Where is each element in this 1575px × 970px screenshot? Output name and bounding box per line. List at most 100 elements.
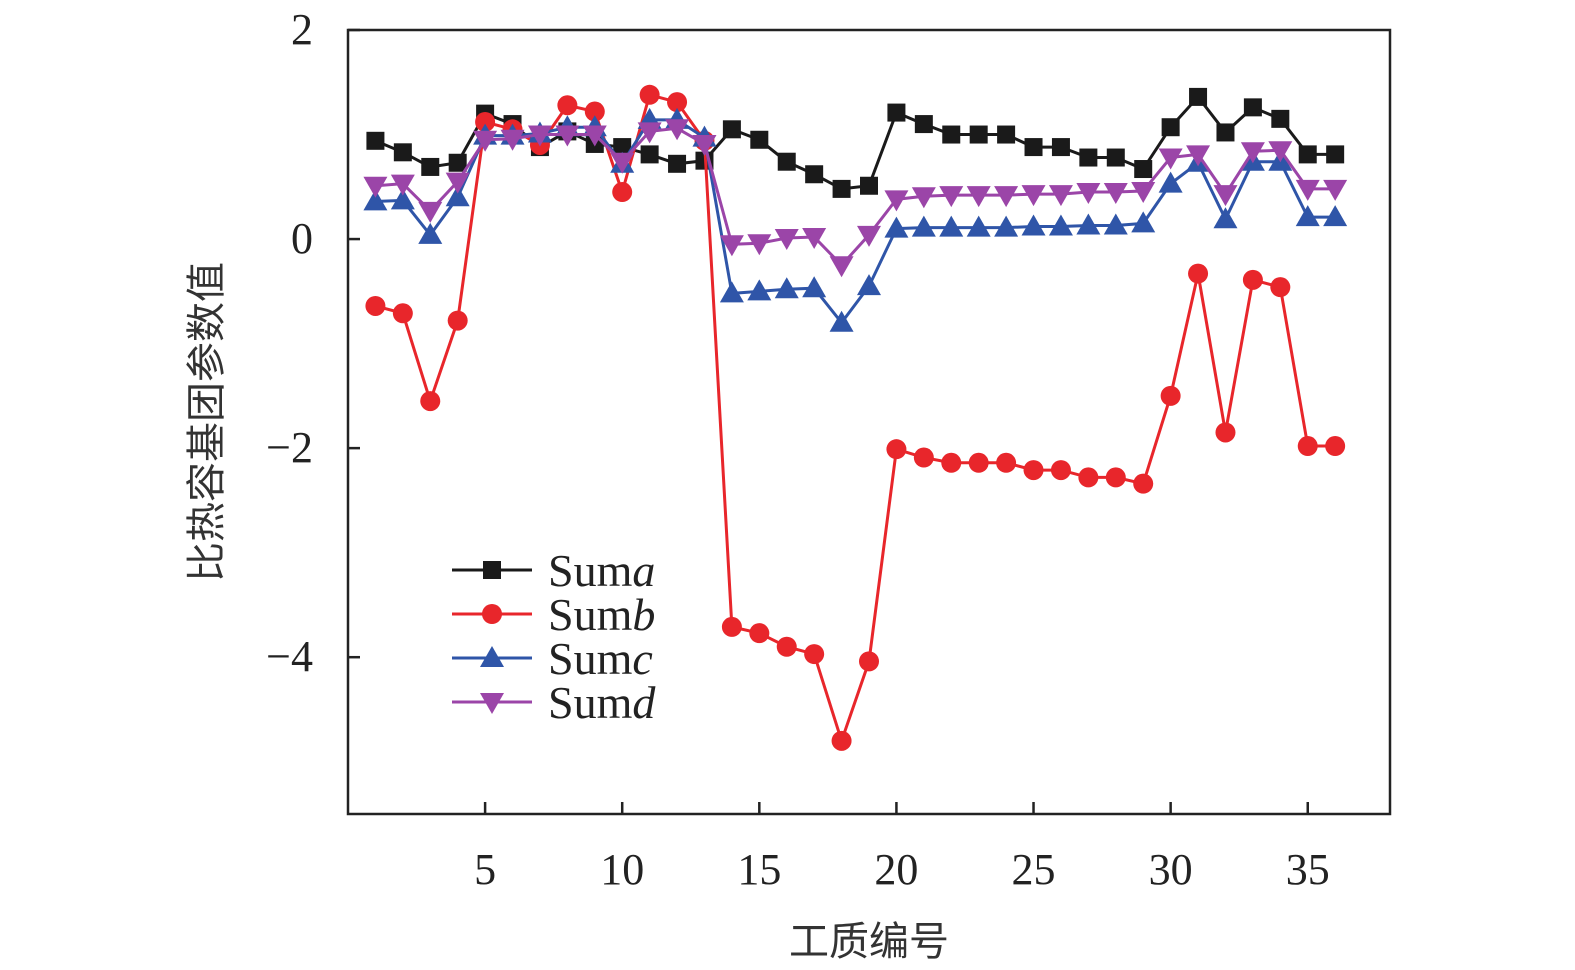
- data-point-sum-c: [445, 185, 470, 207]
- data-point-sum-d: [1268, 141, 1293, 163]
- legend-label-letter: b: [632, 589, 655, 640]
- data-point-sum-d: [857, 225, 881, 247]
- data-point-sum-a: [1024, 138, 1043, 157]
- series-layer: [363, 84, 1348, 751]
- y-tick-label: 0: [291, 214, 313, 263]
- y-tick-label: −4: [266, 632, 313, 681]
- legend-label: Sumc: [548, 633, 653, 684]
- data-point-sum-a: [1051, 138, 1070, 157]
- data-point-sum-c: [774, 277, 799, 299]
- data-point-sum-b: [721, 616, 742, 637]
- data-point-sum-d: [473, 130, 498, 152]
- legend-marker: [480, 646, 504, 667]
- legend-label: Sumb: [548, 589, 655, 640]
- data-point-sum-b: [1188, 263, 1209, 284]
- legend-marker: [482, 604, 502, 624]
- data-point-sum-a: [777, 152, 796, 171]
- data-point-sum-b: [1242, 269, 1263, 290]
- data-point-sum-b: [475, 111, 496, 132]
- data-point-sum-c: [1131, 211, 1156, 233]
- data-point-sum-d: [911, 187, 936, 209]
- data-point-sum-d: [719, 235, 744, 257]
- data-point-sum-b: [1215, 422, 1236, 443]
- x-tick-label: 20: [874, 845, 918, 894]
- data-point-sum-d: [884, 190, 909, 212]
- data-point-sum-c: [418, 222, 443, 244]
- data-point-sum-b: [557, 95, 578, 116]
- data-point-sum-a: [1243, 98, 1262, 117]
- data-point-sum-a: [1189, 87, 1208, 106]
- data-point-sum-b: [420, 391, 441, 412]
- data-point-sum-d: [1295, 179, 1320, 201]
- legend-label-base: Sum: [548, 545, 633, 596]
- data-point-sum-a: [750, 130, 769, 149]
- data-point-sum-a: [1106, 148, 1125, 167]
- data-point-sum-a: [914, 115, 933, 134]
- data-point-sum-d: [555, 125, 580, 147]
- data-point-sum-d: [829, 256, 854, 278]
- data-point-sum-b: [804, 644, 825, 665]
- data-point-sum-b: [612, 182, 633, 203]
- data-point-sum-c: [911, 215, 936, 237]
- data-point-sum-a: [997, 125, 1016, 144]
- data-point-sum-b: [1325, 436, 1346, 457]
- data-point-sum-b: [776, 636, 797, 657]
- data-point-sum-d: [1323, 179, 1348, 201]
- legend-item-sum-b: Sumb: [452, 589, 655, 640]
- data-point-sum-d: [994, 186, 1019, 208]
- data-point-sum-d: [390, 174, 415, 196]
- data-point-sum-d: [1158, 148, 1183, 170]
- data-point-sum-d: [582, 125, 607, 147]
- legend-label-base: Sum: [548, 589, 633, 640]
- data-point-sum-c: [1021, 214, 1046, 236]
- data-point-sum-a: [640, 145, 659, 164]
- data-point-sum-a: [393, 143, 412, 162]
- legend-label-letter: d: [632, 677, 656, 728]
- data-point-sum-b: [392, 303, 413, 324]
- data-point-sum-d: [610, 152, 635, 174]
- legend-label: Sumd: [548, 677, 656, 728]
- data-point-sum-d: [1048, 185, 1073, 207]
- data-point-sum-a: [448, 153, 467, 172]
- data-point-sum-d: [747, 234, 772, 256]
- data-point-sum-d: [692, 134, 717, 156]
- data-point-sum-d: [527, 125, 552, 147]
- data-point-sum-b: [996, 452, 1017, 473]
- data-point-sum-c: [1323, 205, 1348, 227]
- data-point-sum-d: [445, 172, 470, 194]
- data-point-sum-b: [584, 101, 605, 122]
- data-point-sum-a: [969, 125, 988, 144]
- data-point-sum-b: [831, 730, 852, 751]
- data-point-sum-d: [418, 201, 443, 223]
- data-point-sum-d: [1103, 183, 1128, 205]
- legend-item-sum-d: Sumd: [452, 677, 656, 728]
- data-point-sum-b: [941, 452, 962, 473]
- data-point-sum-d: [774, 229, 799, 251]
- data-point-sum-c: [747, 279, 772, 301]
- data-point-sum-a: [1134, 160, 1153, 179]
- data-point-sum-d: [1076, 183, 1101, 205]
- x-tick-label: 5: [474, 845, 496, 894]
- data-point-sum-c: [1158, 171, 1183, 193]
- data-point-sum-b: [365, 295, 386, 316]
- data-point-sum-d: [1213, 185, 1238, 207]
- data-point-sum-c: [1213, 207, 1238, 229]
- data-point-sum-a: [613, 138, 632, 157]
- data-point-sum-d: [1186, 145, 1211, 167]
- data-point-sum-d: [500, 129, 525, 151]
- x-tick-label: 25: [1012, 845, 1056, 894]
- data-point-sum-d: [363, 176, 388, 198]
- data-point-sum-a: [421, 157, 440, 176]
- data-point-sum-b: [447, 310, 468, 331]
- legend-label-base: Sum: [548, 633, 633, 684]
- legend-item-sum-c: Sumc: [452, 633, 653, 684]
- y-axis-title: 比热容基团参数值: [184, 262, 230, 582]
- data-point-sum-c: [884, 216, 909, 238]
- data-point-sum-b: [1050, 460, 1071, 481]
- data-point-sum-a: [832, 179, 851, 198]
- legend-marker: [483, 561, 501, 579]
- data-point-sum-a: [1326, 145, 1345, 164]
- data-point-sum-c: [363, 189, 388, 211]
